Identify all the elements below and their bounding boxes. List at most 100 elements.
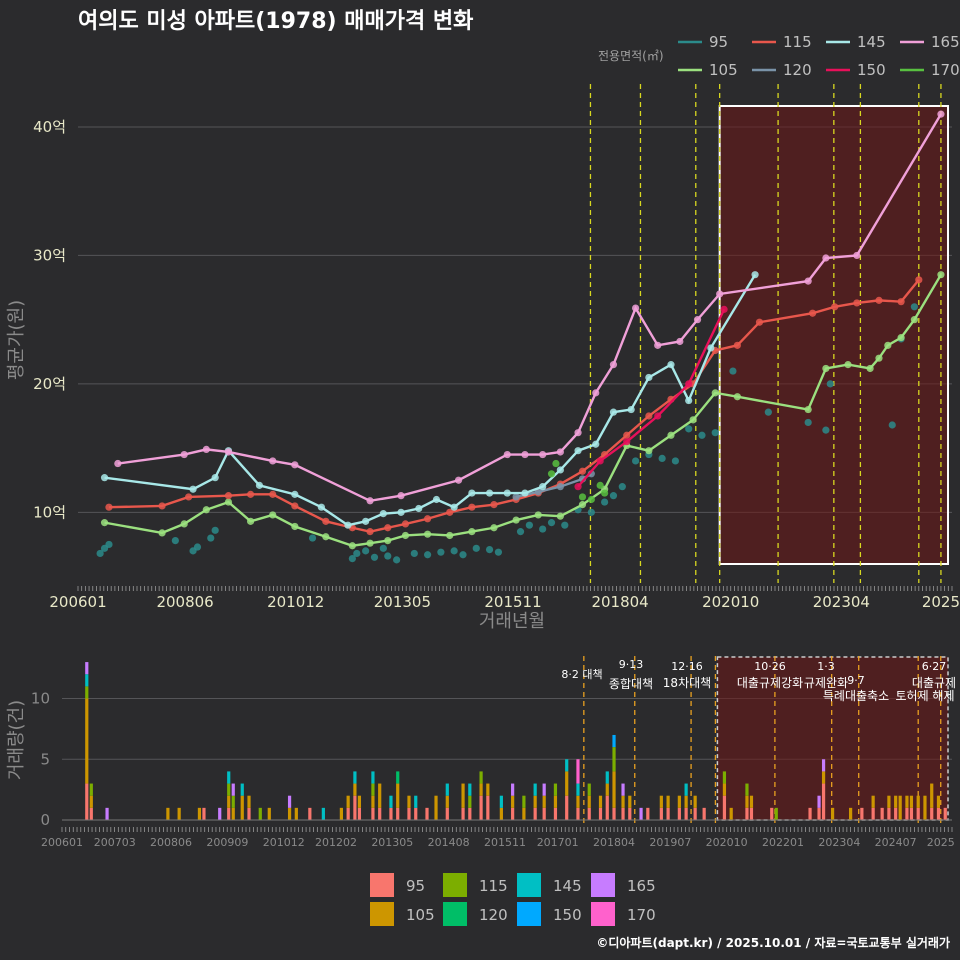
bar-segment-115 — [612, 747, 616, 772]
bar-segment-105 — [357, 795, 362, 808]
bar-legend-swatch-120 — [443, 902, 467, 926]
bar-segment-165 — [85, 662, 89, 675]
bar-segment-105 — [197, 807, 202, 820]
bar-segment-145 — [85, 674, 89, 687]
bar-segment-95 — [943, 807, 947, 820]
bar-segment-105 — [936, 795, 941, 808]
main-axes: 10억 20억 30억 40억 200601 200806 201012 201305 2015… — [33, 118, 960, 611]
series-point-165 — [114, 459, 122, 468]
series-point-95 — [410, 549, 418, 558]
annotation-label: 대출규제강화 — [737, 676, 803, 690]
annotation-label: 토허제 해제 — [895, 689, 954, 703]
bar-axes: 0 5 10 200601 200703 200806 200909 201012 201202… — [31, 690, 955, 849]
legend-label-170: 170 — [931, 61, 960, 79]
series-point-95 — [384, 552, 392, 560]
bar-x-tick-label: 201907 — [649, 836, 691, 849]
series-point-150 — [720, 305, 728, 313]
series-point-165 — [693, 316, 702, 324]
bar-y-tick-label: 5 — [40, 750, 50, 768]
series-point-115 — [384, 524, 392, 532]
bar-segment-105 — [565, 771, 569, 796]
series-point-115 — [366, 528, 374, 536]
series-point-145 — [468, 489, 476, 497]
bar-x-tick-label: 200601 — [41, 836, 83, 849]
series-point-115 — [897, 298, 905, 306]
series-point-150 — [596, 457, 604, 465]
bar-segment-105 — [240, 795, 244, 820]
series-point-145 — [344, 521, 352, 529]
series-point-105 — [180, 520, 188, 528]
legend-label-105: 105 — [709, 61, 738, 79]
bar-segment-105 — [339, 807, 343, 820]
series-point-115 — [291, 502, 299, 510]
bar-segment-95 — [905, 807, 909, 820]
series-point-165 — [269, 457, 277, 465]
bar-segment-95 — [880, 807, 884, 820]
bar-segment-95 — [871, 807, 875, 820]
series-point-145 — [609, 408, 618, 416]
bar-x-tick-label: 201012 — [263, 836, 305, 849]
series-point-145 — [667, 361, 675, 369]
bar-segment-105 — [396, 783, 400, 808]
bar-segment-105 — [909, 795, 914, 808]
series-point-115 — [468, 503, 476, 511]
x-tick-label: 201305 — [374, 593, 431, 611]
bar-x-tick-label: 202407 — [875, 836, 917, 849]
annotation-date: 12·16 — [671, 660, 703, 673]
x-tick-label: 200806 — [156, 593, 213, 611]
series-point-165 — [654, 341, 662, 349]
bar-segment-95 — [227, 807, 231, 820]
legend-label-115: 115 — [783, 33, 812, 51]
bar-x-tick-label: 200909 — [206, 836, 248, 849]
main-highlight-region — [718, 105, 950, 565]
series-point-105 — [424, 530, 432, 538]
series-point-165 — [521, 450, 529, 459]
bar-segment-165 — [287, 795, 292, 808]
series-point-115 — [755, 318, 764, 326]
x-tick-label: 2025 — [922, 593, 960, 611]
series-point-105 — [667, 431, 675, 439]
series-point-105 — [645, 447, 653, 455]
bar-legend-swatch-105 — [370, 902, 394, 926]
bar-segment-105 — [587, 795, 591, 808]
bar-segment-95 — [511, 807, 515, 820]
annotation-date: 9·7 — [847, 674, 865, 687]
series-point-95 — [826, 380, 834, 388]
bar-segment-95 — [605, 795, 609, 820]
bar-segment-145 — [576, 783, 580, 796]
bar-legend-label-95: 95 — [406, 877, 425, 895]
series-point-95 — [764, 408, 772, 416]
series-point-105 — [844, 361, 852, 369]
bar-segment-105 — [89, 795, 93, 808]
annotation-date: 8·2 대책 — [561, 668, 602, 681]
bar-segment-105 — [930, 783, 934, 808]
series-point-165 — [180, 450, 188, 459]
series-point-95 — [561, 521, 569, 529]
bar-segment-95 — [659, 807, 663, 820]
bar-segment-95 — [371, 807, 375, 820]
bar-segment-165 — [218, 807, 222, 820]
series-point-165 — [454, 476, 463, 484]
bar-segment-105 — [677, 795, 681, 808]
bar-segment-105 — [745, 795, 749, 808]
bar-segment-95 — [378, 807, 382, 820]
bar-segment-95 — [357, 807, 362, 820]
bar-legend-swatch-145 — [517, 873, 541, 897]
series-point-165 — [224, 448, 233, 456]
bar-legend-swatch-150 — [517, 902, 541, 926]
bar-segment-145 — [389, 795, 393, 808]
series-point-95 — [658, 454, 666, 462]
bar-series-group — [85, 662, 947, 820]
bar-segment-145 — [565, 759, 569, 772]
bar-segment-115 — [553, 783, 558, 796]
bar-segment-95 — [414, 807, 418, 820]
series-point-170 — [547, 470, 556, 478]
bar-segment-105 — [353, 783, 357, 796]
series-point-170 — [552, 459, 560, 468]
bar-segment-105 — [612, 771, 616, 808]
series-line-115 — [108, 279, 920, 533]
bar-legend-label-165: 165 — [627, 877, 656, 895]
series-point-105 — [804, 405, 812, 414]
bar-segment-95 — [894, 807, 898, 820]
series-point-165 — [503, 450, 511, 459]
